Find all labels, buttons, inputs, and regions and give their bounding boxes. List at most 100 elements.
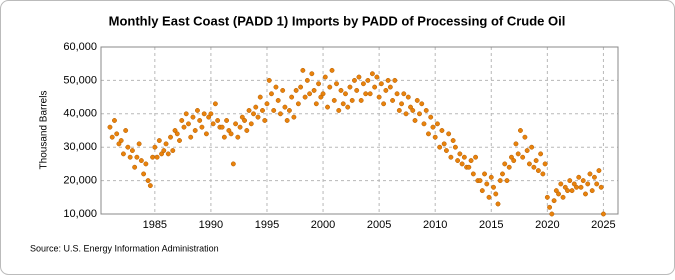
- point: [143, 161, 149, 167]
- point: [522, 134, 528, 140]
- point: [224, 118, 230, 123]
- y-tick-label: 50,000: [63, 74, 97, 86]
- point: [230, 161, 236, 167]
- point: [430, 124, 436, 130]
- point: [183, 111, 189, 117]
- point: [260, 108, 265, 113]
- point: [448, 154, 454, 160]
- point: [477, 178, 483, 184]
- point: [381, 101, 387, 107]
- point: [401, 91, 407, 97]
- point: [219, 124, 225, 130]
- point: [152, 144, 158, 150]
- point: [399, 101, 405, 107]
- point: [594, 181, 600, 187]
- point: [168, 134, 173, 140]
- y-tick-label: 20,000: [63, 175, 97, 187]
- point: [461, 154, 467, 160]
- point: [179, 118, 185, 123]
- point: [363, 91, 369, 97]
- point: [515, 151, 521, 157]
- point: [553, 188, 559, 194]
- point: [307, 91, 313, 97]
- point: [174, 131, 180, 137]
- point: [262, 118, 268, 123]
- point: [186, 121, 191, 127]
- x-tick-label: 2010: [423, 219, 447, 231]
- point: [112, 118, 117, 123]
- point: [446, 131, 452, 137]
- point: [488, 174, 494, 180]
- point: [356, 74, 362, 80]
- point: [203, 131, 209, 137]
- point: [136, 141, 142, 147]
- point: [542, 161, 548, 167]
- point: [336, 108, 342, 113]
- point: [129, 148, 135, 153]
- point: [479, 188, 485, 194]
- point: [150, 154, 156, 160]
- point: [327, 84, 333, 90]
- point: [221, 134, 227, 140]
- chart-title: Monthly East Coast (PADD 1) Imports by P…: [109, 13, 566, 28]
- point: [358, 97, 364, 103]
- point: [147, 183, 153, 189]
- point: [239, 114, 245, 120]
- point: [192, 128, 198, 133]
- point: [322, 74, 328, 80]
- point: [172, 128, 178, 133]
- y-axis-label: Thousand Barrels: [39, 91, 50, 170]
- point: [583, 191, 588, 197]
- point: [253, 104, 259, 110]
- point: [524, 148, 530, 153]
- point: [502, 161, 508, 167]
- point: [428, 114, 434, 120]
- point: [549, 211, 555, 217]
- point: [246, 108, 252, 113]
- point: [394, 91, 400, 97]
- point: [533, 158, 539, 164]
- point: [387, 84, 393, 90]
- point: [313, 101, 319, 107]
- point: [266, 77, 272, 83]
- point: [233, 121, 239, 127]
- point: [466, 164, 472, 170]
- point: [513, 141, 519, 147]
- point: [410, 108, 416, 113]
- point: [286, 108, 292, 113]
- point: [188, 134, 194, 140]
- point: [423, 108, 429, 113]
- point: [439, 128, 445, 133]
- point: [226, 128, 232, 133]
- point: [141, 171, 147, 177]
- point: [206, 114, 212, 120]
- point: [392, 77, 398, 83]
- point: [452, 144, 458, 150]
- point: [107, 124, 113, 130]
- point: [302, 94, 308, 100]
- point: [244, 128, 250, 133]
- point: [511, 158, 517, 164]
- point: [591, 174, 597, 180]
- y-tick-label: 10,000: [63, 208, 97, 220]
- x-tick-label: 2005: [367, 219, 391, 231]
- point: [374, 74, 380, 80]
- point: [558, 181, 564, 187]
- point: [190, 114, 196, 120]
- point: [282, 104, 288, 110]
- point: [493, 191, 499, 197]
- point: [484, 181, 490, 187]
- point: [291, 114, 297, 120]
- point: [251, 111, 256, 117]
- point: [170, 148, 176, 153]
- point: [450, 138, 456, 143]
- point: [589, 188, 595, 194]
- point: [210, 121, 216, 127]
- point: [347, 84, 353, 90]
- point: [293, 87, 299, 93]
- point: [354, 87, 360, 93]
- point: [403, 111, 409, 117]
- point: [491, 184, 496, 190]
- point: [116, 141, 122, 147]
